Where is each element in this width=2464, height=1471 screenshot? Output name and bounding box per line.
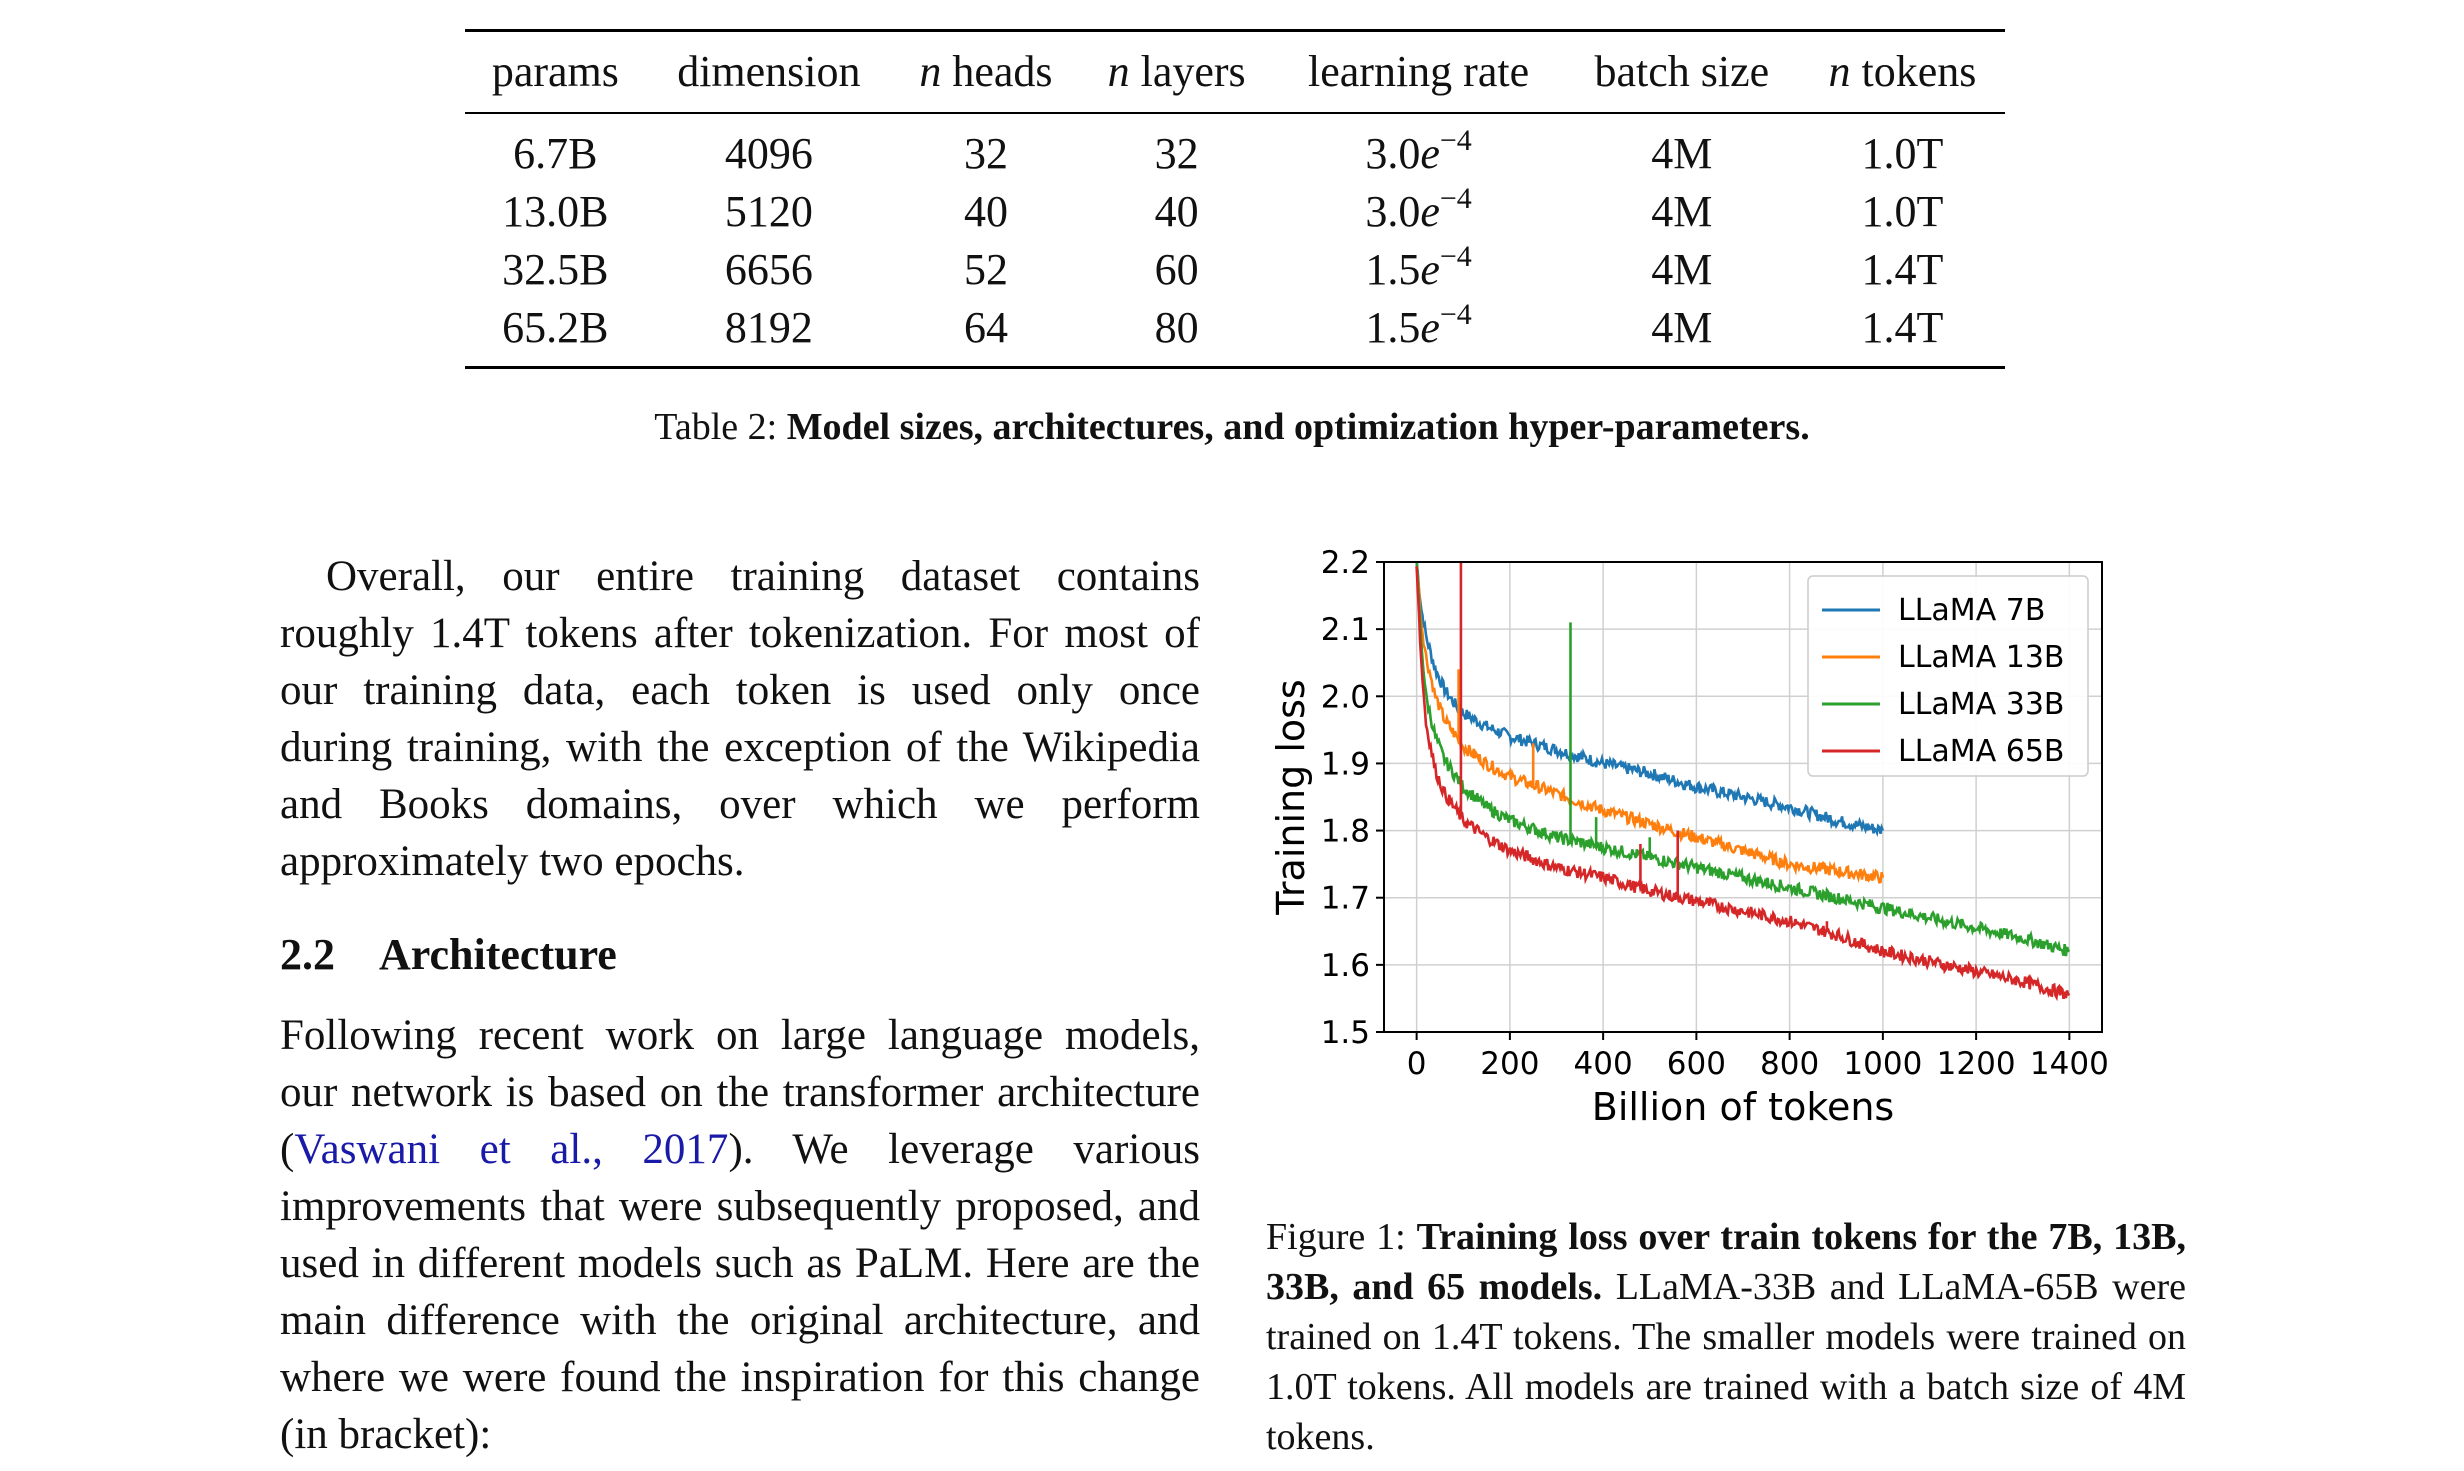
figure-caption-prefix: Figure 1: xyxy=(1266,1216,1417,1258)
training-loss-figure: 0 200 400 600 800 1000 1200 1400 1.5 1.6 1.7 1.8 1.9… xyxy=(1260,540,2200,1180)
table-caption: Table 2: Model sizes, architectures, and… xyxy=(0,405,2464,449)
header-params: params xyxy=(491,47,619,96)
legend-label: LLaMA 65B xyxy=(1898,734,2065,769)
series-line-llama-33b xyxy=(1415,562,2071,957)
table-cell: 4M xyxy=(1651,245,1713,294)
table-cell: 1.5e−4 xyxy=(1365,298,1472,352)
x-axis-label: Billion of tokens xyxy=(1592,1085,1894,1129)
table-row: 32.5B 6656 52 60 1.5e−4 4M 1.4T xyxy=(465,241,2005,299)
x-tick-label: 1000 xyxy=(1843,1046,1922,1082)
table-cell: 65.2B xyxy=(502,303,609,352)
x-tick-label: 600 xyxy=(1667,1046,1726,1082)
table-cell: 4M xyxy=(1651,129,1713,178)
table-cell: 32 xyxy=(963,129,1008,178)
table-cell: 32.5B xyxy=(502,245,609,294)
table-cell: 1.5e−4 xyxy=(1365,240,1472,294)
table-cell: 40 xyxy=(1154,187,1199,236)
y-tick-label: 1.5 xyxy=(1321,1015,1370,1051)
figure-caption-bold: Training loss over train tokens for the … xyxy=(1266,1216,2186,1308)
table-cell: 13.0B xyxy=(502,187,609,236)
table-cell: 60 xyxy=(1154,245,1199,294)
series-line-llama-13b xyxy=(1415,566,1885,884)
figure-caption: Figure 1: Training loss over train token… xyxy=(1266,1212,2186,1462)
para2-before: Following recent work on large language … xyxy=(280,1012,1200,1173)
y-tick-label: 1.9 xyxy=(1321,746,1370,782)
table-cell: 6.7B xyxy=(513,129,598,178)
left-text-column: Overall, our entire training dataset con… xyxy=(280,548,1200,1463)
table-cell: 5120 xyxy=(724,187,813,236)
section-number: 2.2 xyxy=(280,930,335,979)
y-tick-label: 2.1 xyxy=(1321,612,1370,648)
table-cell: 4096 xyxy=(724,129,813,178)
header-n-layers: n layers xyxy=(1107,47,1246,96)
header-dimension: dimension xyxy=(677,47,861,96)
table-cell: 4M xyxy=(1651,303,1713,352)
table-cell: 80 xyxy=(1154,303,1199,352)
header-batch-size: batch size xyxy=(1594,47,1770,96)
y-tick-label: 1.6 xyxy=(1321,948,1370,984)
training-loss-chart: 0 200 400 600 800 1000 1200 1400 1.5 1.6 1.7 1.8 1.9… xyxy=(1269,545,2109,1129)
y-tick-label: 1.8 xyxy=(1321,814,1370,850)
header-n-heads: n heads xyxy=(919,47,1053,96)
x-tick-label: 200 xyxy=(1480,1046,1539,1082)
table-cell: 1.0T xyxy=(1861,187,1944,236)
table-row: 6.7B 4096 32 32 3.0e−4 4M 1.0T xyxy=(465,113,2005,183)
citation-link[interactable]: Vaswani et al., 2017 xyxy=(294,1126,729,1173)
table-caption-prefix: Table 2: xyxy=(654,406,787,448)
table-row: 13.0B 5120 40 40 3.0e−4 4M 1.0T xyxy=(465,183,2005,241)
plot-frame xyxy=(1383,561,2103,1033)
y-axis-label: Training loss xyxy=(1269,679,1313,915)
table-caption-bold: Model sizes, architectures, and optimiza… xyxy=(786,406,1810,448)
table-cell: 1.0T xyxy=(1861,129,1944,178)
table-body: 6.7B 4096 32 32 3.0e−4 4M 1.0T 13.0B 5120 40 40 3.0… xyxy=(465,113,2005,368)
x-tick-label: 400 xyxy=(1574,1046,1633,1082)
table-header-row: params dimension n heads n layers learni… xyxy=(465,30,2005,113)
table-cell: 52 xyxy=(963,245,1008,294)
table-cell: 8192 xyxy=(724,303,813,352)
para2-after: ). We leverage various improvements that… xyxy=(280,1126,1200,1458)
table-cell: 32 xyxy=(1154,129,1199,178)
hyperparameter-table-wrapper: params dimension n heads n layers learni… xyxy=(465,29,2005,369)
x-tick-label: 0 xyxy=(1407,1046,1427,1082)
x-tick-label: 800 xyxy=(1760,1046,1819,1082)
table-cell: 3.0e−4 xyxy=(1365,182,1472,236)
table-cell: 4M xyxy=(1651,187,1713,236)
table-row: 65.2B 8192 64 80 1.5e−4 4M 1.4T xyxy=(465,299,2005,368)
x-tick-label: 1400 xyxy=(2030,1046,2109,1082)
series-line-llama-65b xyxy=(1415,566,2071,1002)
legend-label: LLaMA 7B xyxy=(1898,593,2045,628)
x-tick-label: 1200 xyxy=(1937,1046,2016,1082)
hyperparameter-table: params dimension n heads n layers learni… xyxy=(465,29,2005,369)
section-heading: 2.2 Architecture xyxy=(280,926,1200,983)
y-tick-label: 1.7 xyxy=(1321,881,1370,917)
header-n-tokens: n tokens xyxy=(1828,47,1977,96)
y-tick-label: 2.2 xyxy=(1321,545,1370,581)
table-cell: 3.0e−4 xyxy=(1365,124,1472,178)
table-cell: 64 xyxy=(963,303,1008,352)
table-cell: 1.4T xyxy=(1861,245,1944,294)
header-learning-rate: learning rate xyxy=(1308,47,1530,96)
paragraph-dataset: Overall, our entire training dataset con… xyxy=(280,553,1200,885)
figure-caption-rest: LLaMA-33B and LLaMA-65B were trained on … xyxy=(1266,1266,2186,1458)
legend-label: LLaMA 13B xyxy=(1898,640,2065,675)
table-cell: 6656 xyxy=(724,245,813,294)
legend-label: LLaMA 33B xyxy=(1898,687,2065,722)
legend-box xyxy=(1807,575,2089,777)
y-tick-label: 2.0 xyxy=(1321,679,1370,715)
table-cell: 40 xyxy=(963,187,1008,236)
table-cell: 1.4T xyxy=(1861,303,1944,352)
paragraph-architecture: Following recent work on large language … xyxy=(280,1007,1200,1463)
section-title: Architecture xyxy=(379,930,617,979)
series-line-llama-7b xyxy=(1415,562,1885,838)
